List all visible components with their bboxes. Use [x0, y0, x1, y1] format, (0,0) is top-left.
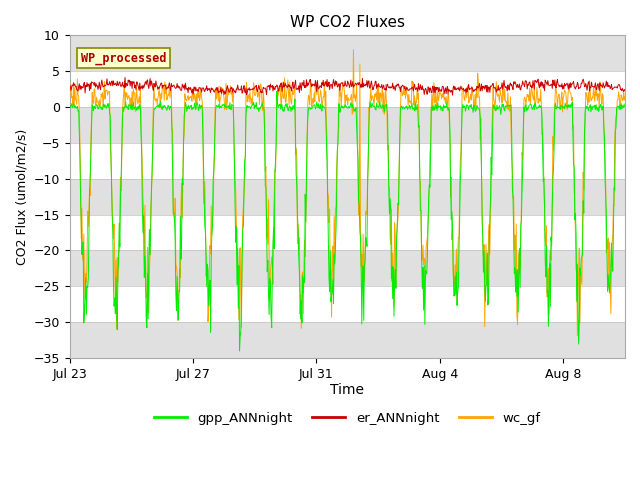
Bar [70, 322, 625, 358]
Bar [70, 179, 625, 215]
Title: WP CO2 Fluxes: WP CO2 Fluxes [290, 15, 405, 30]
X-axis label: Time: Time [330, 384, 364, 397]
Bar [70, 107, 625, 143]
Bar [70, 251, 625, 286]
Bar [70, 36, 625, 71]
Y-axis label: CO2 Flux (umol/m2/s): CO2 Flux (umol/m2/s) [15, 129, 28, 265]
Text: WP_processed: WP_processed [81, 51, 166, 65]
Legend: gpp_ANNnight, er_ANNnight, wc_gf: gpp_ANNnight, er_ANNnight, wc_gf [148, 407, 546, 430]
